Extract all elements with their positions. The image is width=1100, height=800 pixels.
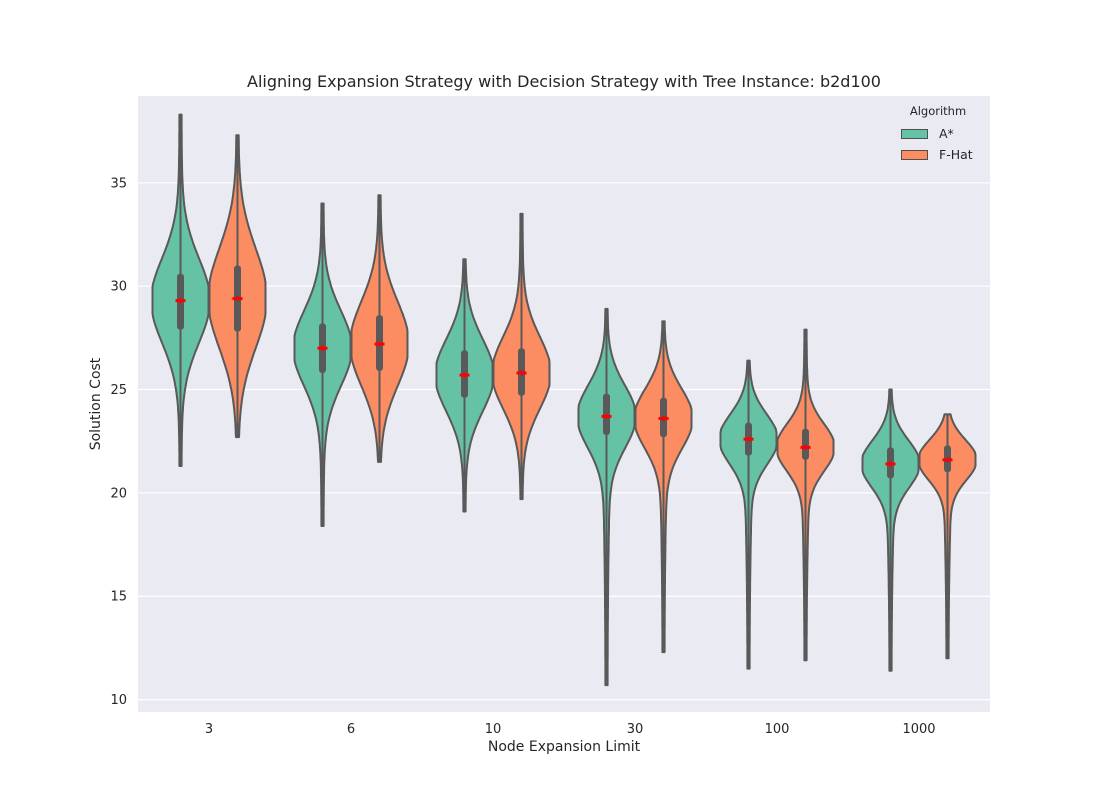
x-tick-label: 100 [765, 722, 790, 737]
x-axis-label: Node Expansion Limit [487, 739, 641, 755]
y-tick-label: 15 [110, 590, 127, 605]
x-tick-label: 1000 [902, 722, 935, 737]
x-tick-label: 3 [205, 722, 213, 737]
x-tick-label: 10 [485, 722, 502, 737]
legend-title: Algorithm [909, 104, 967, 118]
y-tick-label: 10 [110, 693, 127, 708]
y-tick-label: 20 [110, 486, 127, 501]
x-tick-label: 6 [347, 722, 355, 737]
y-axis-label: Solution Cost [88, 357, 104, 451]
violin-iqr-box [802, 428, 809, 460]
legend-item-astar: A* [892, 123, 988, 144]
violins [151, 113, 977, 687]
tick-labels: 10 15 20 25 30 35 3 6 10 30 100 1000 [110, 176, 935, 737]
y-tick-label: 35 [110, 176, 127, 191]
x-tick-label: 30 [627, 722, 644, 737]
chart-title: Aligning Expansion Strategy with Decisio… [247, 72, 881, 91]
legend-item-fhat: F-Hat [892, 144, 988, 165]
legend-label-astar: A* [939, 126, 954, 141]
legend-swatch-astar [901, 128, 928, 139]
legend-label-fhat: F-Hat [939, 147, 973, 162]
y-tick-label: 25 [110, 383, 127, 398]
y-tick-label: 30 [110, 280, 127, 295]
plot-background [138, 96, 990, 712]
legend-swatch-fhat [901, 149, 928, 160]
grid-lines [138, 182, 990, 701]
legend: Algorithm A* F-Hat [892, 104, 988, 165]
